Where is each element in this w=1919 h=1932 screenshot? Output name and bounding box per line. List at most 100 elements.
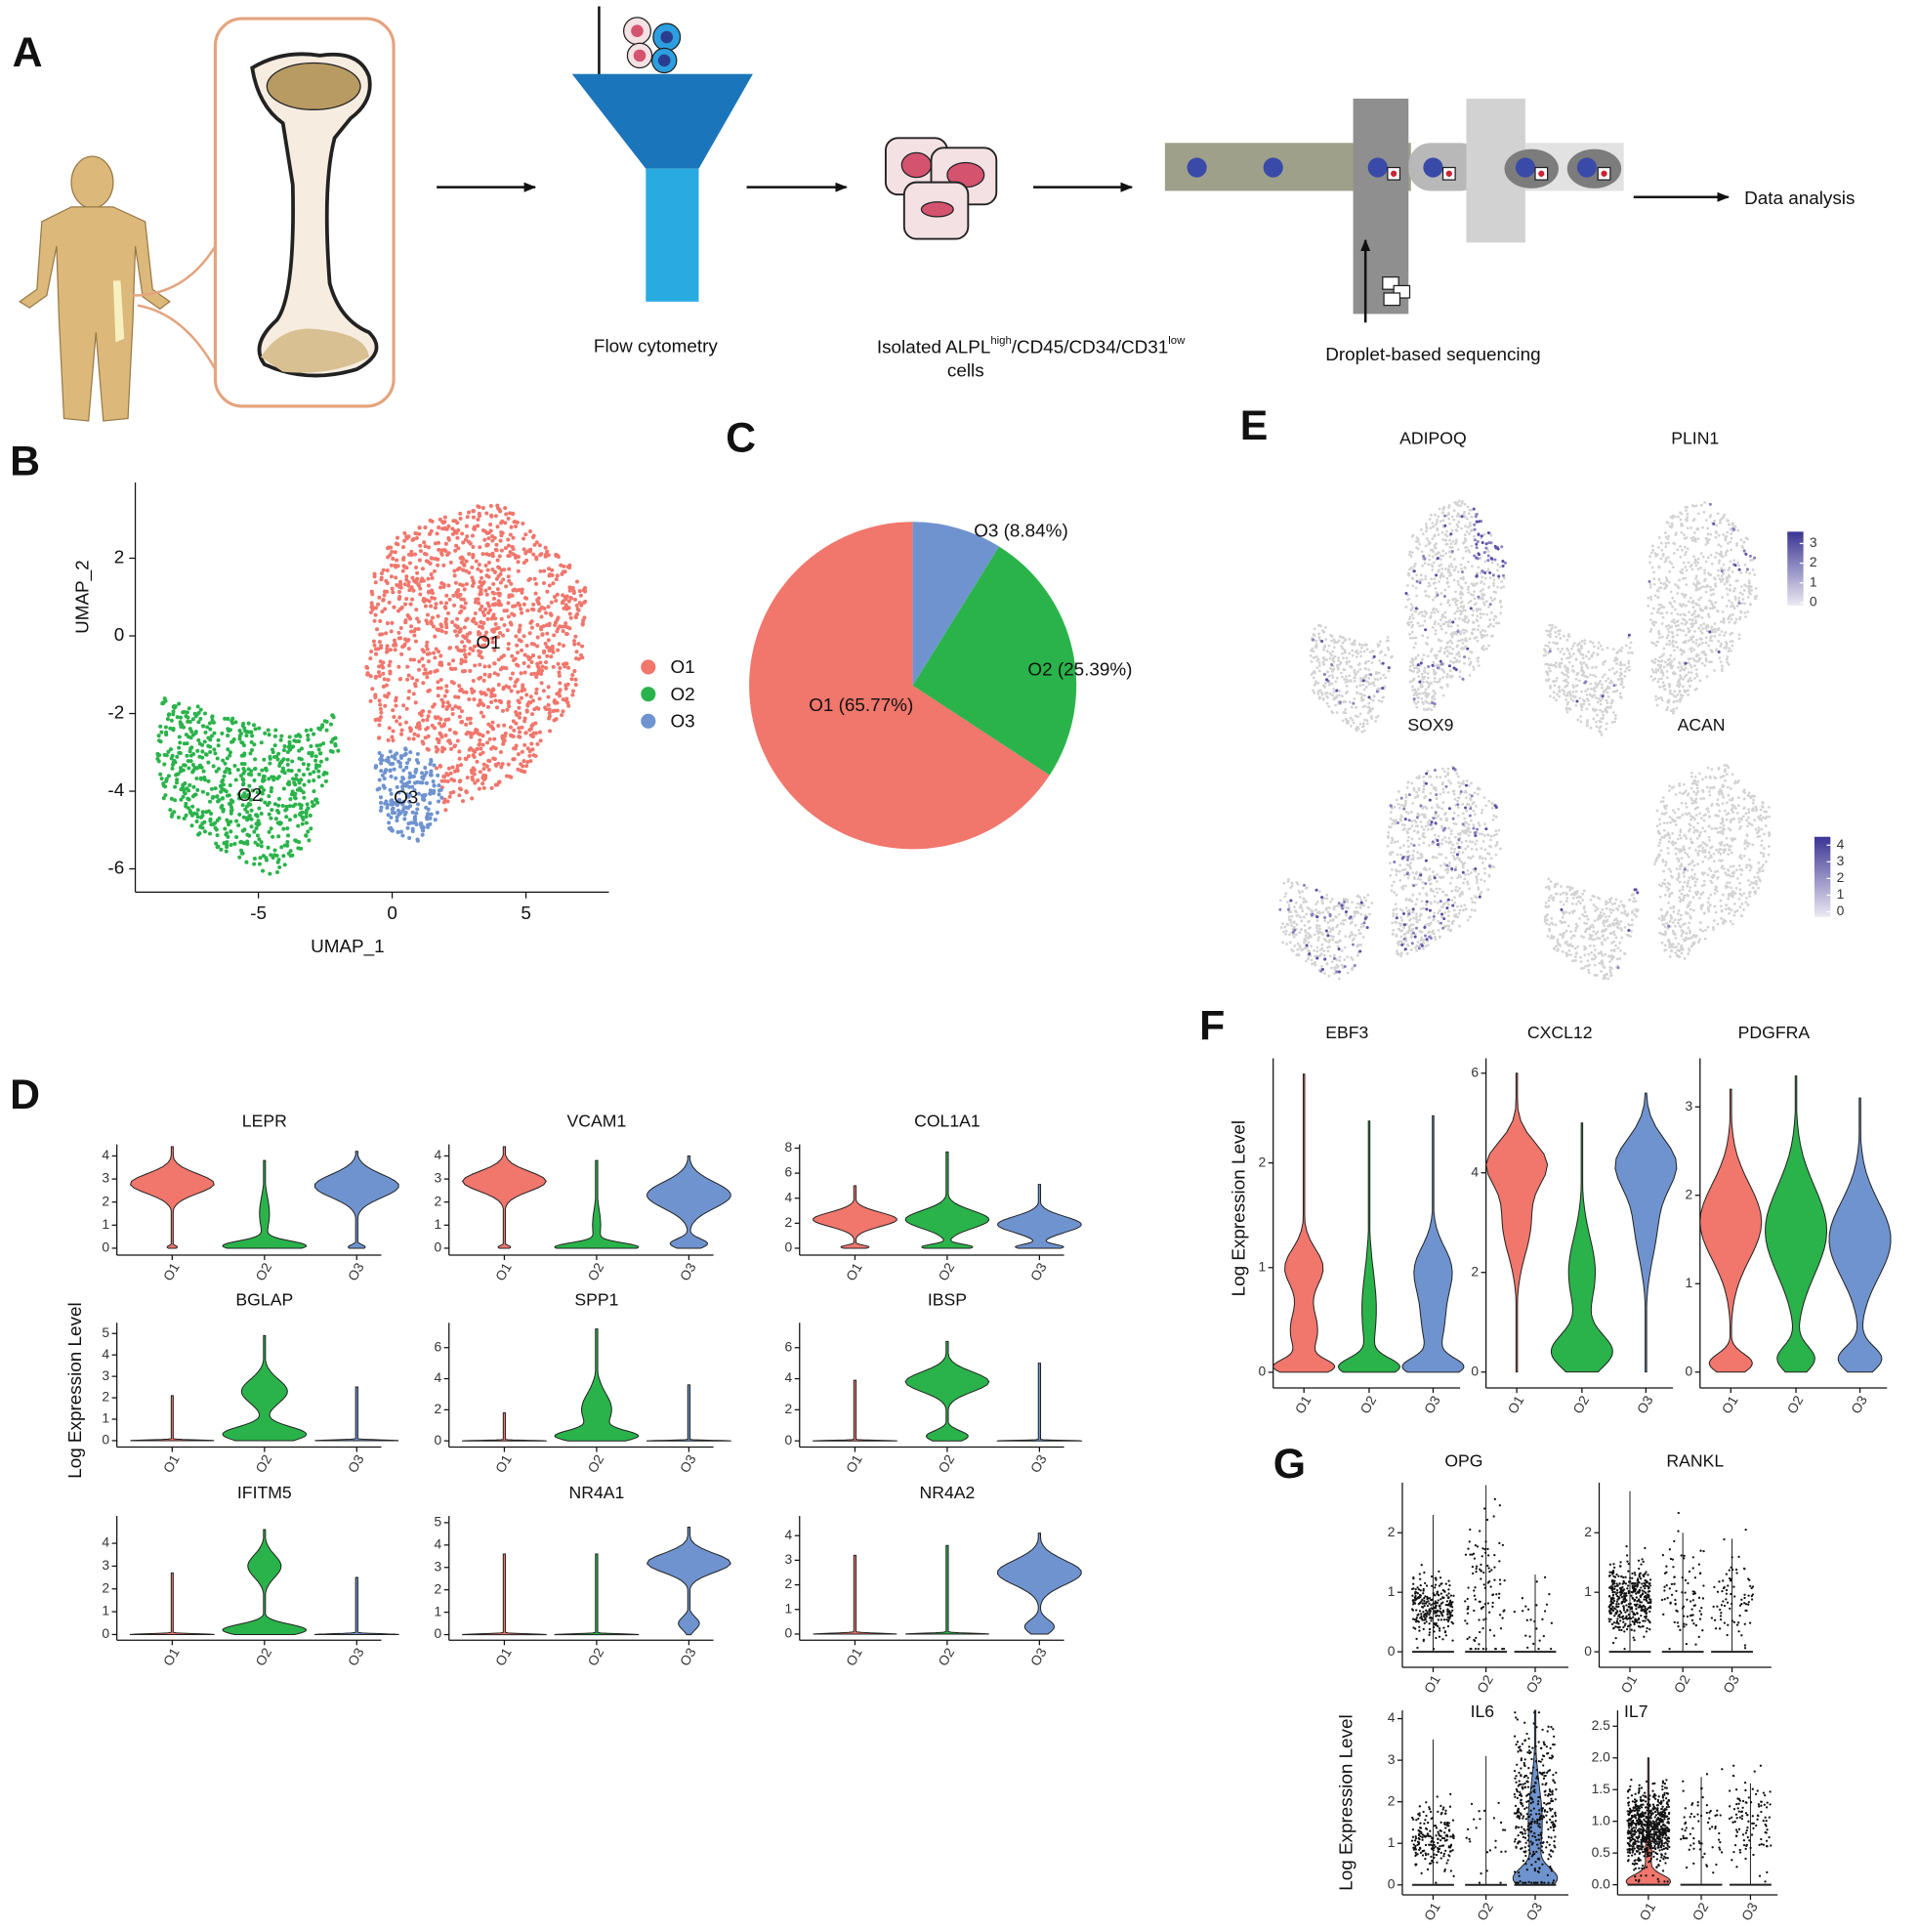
cell-point [1613, 656, 1617, 660]
cell-point [336, 748, 341, 753]
cell-point [1467, 512, 1471, 516]
cell-point [486, 530, 491, 535]
cell-point [497, 554, 502, 559]
cell-point [1563, 673, 1565, 676]
cell-point [1446, 914, 1450, 917]
cell-point [571, 639, 577, 644]
cell-point [229, 843, 233, 848]
cell-point [1428, 819, 1432, 822]
cell-point [525, 760, 530, 765]
cell-point [435, 749, 439, 754]
cell-point [1729, 560, 1732, 564]
cell-point [452, 528, 457, 533]
cell-point [425, 621, 430, 626]
cell-point [389, 574, 394, 579]
cell-point [462, 648, 467, 652]
cell-point [1668, 689, 1672, 693]
cell-point [1701, 555, 1705, 559]
cell-point [396, 812, 401, 817]
cell-point [1715, 551, 1719, 555]
cell-point [492, 736, 497, 741]
cell-point [1669, 590, 1673, 594]
cell-point [1731, 570, 1734, 573]
cell-point [462, 625, 467, 630]
cell-point [1684, 639, 1688, 643]
cell-point [268, 761, 272, 766]
cell-point [386, 737, 391, 742]
cell-point [1427, 581, 1431, 585]
cell-point [1435, 542, 1438, 545]
cell-point [396, 664, 401, 669]
cell-point [1592, 673, 1595, 677]
cell-point [455, 589, 460, 594]
cell-point [248, 751, 253, 756]
cell-point [420, 771, 425, 776]
cell-point [438, 601, 443, 606]
cell-point [486, 553, 491, 558]
cell-point [447, 597, 452, 602]
cell-point [1720, 620, 1723, 623]
cell-point [446, 766, 451, 771]
cell-point [301, 773, 307, 777]
cell-point [272, 802, 277, 807]
cell-point [516, 767, 521, 772]
cell-point [431, 651, 437, 655]
cell-point [1581, 656, 1585, 660]
cell-point [280, 803, 285, 809]
cell-point [482, 643, 487, 648]
cell-point [405, 806, 410, 811]
cell-point [1627, 651, 1630, 654]
cell-point [242, 793, 247, 798]
cell-point [1652, 623, 1656, 627]
cell-point [1721, 664, 1724, 668]
cell-point [417, 659, 422, 664]
cell-point [1565, 656, 1569, 660]
cell-point [379, 761, 384, 766]
pie-slice [749, 522, 1050, 850]
cell-point [1468, 532, 1471, 535]
cell-point [1690, 679, 1693, 683]
expressing-cell [1320, 639, 1324, 643]
cell-point [519, 671, 523, 676]
cell-point [1654, 620, 1657, 624]
cell-point [294, 773, 299, 777]
cell-point [1428, 701, 1432, 705]
cell-point [299, 806, 304, 811]
cell-point [1669, 663, 1672, 667]
cell-point [1458, 792, 1462, 796]
cell-point [403, 747, 408, 752]
cell-point [1706, 625, 1710, 629]
cell-point [1433, 610, 1437, 614]
cell-point [1601, 686, 1604, 690]
cell-point [514, 743, 519, 748]
cell-point [1682, 629, 1686, 633]
cell-point [215, 756, 220, 761]
expressing-cell [1753, 556, 1757, 560]
cell-point [495, 587, 500, 592]
cell-point [1460, 646, 1464, 650]
cell-point [423, 525, 428, 530]
cell-point [574, 579, 580, 584]
cell-point [1694, 619, 1697, 622]
cell-point [409, 549, 414, 554]
cell-point [1694, 588, 1698, 592]
cell-point [1445, 514, 1449, 518]
cell-point [1358, 676, 1362, 680]
cell-point [458, 511, 463, 516]
cell-point [413, 639, 419, 644]
cell-point [403, 620, 408, 625]
cell-point [1331, 650, 1335, 653]
cell-point [1414, 540, 1418, 543]
cell-point [486, 768, 491, 773]
cell-point [175, 772, 180, 777]
cell-point [188, 759, 193, 764]
cell-point [1437, 533, 1440, 536]
expressing-cell [1423, 557, 1427, 561]
cell-point [1410, 566, 1413, 569]
cell-point [438, 585, 443, 590]
cell-point [453, 548, 458, 553]
cell-point [1658, 611, 1661, 615]
cell-point [574, 650, 579, 654]
cell-point [1420, 672, 1424, 676]
cell-point [496, 683, 501, 688]
